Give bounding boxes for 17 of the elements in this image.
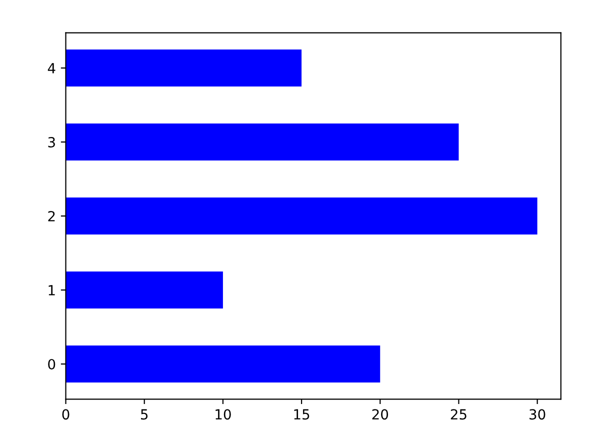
bar bbox=[66, 198, 538, 235]
x-tick-label: 25 bbox=[450, 409, 466, 420]
x-tick-label: 30 bbox=[530, 409, 546, 420]
y-tick-label: 3 bbox=[48, 136, 55, 148]
bar bbox=[66, 272, 223, 309]
y-tick-label: 2 bbox=[48, 210, 55, 222]
y-tick-label: 1 bbox=[48, 285, 55, 296]
x-tick-label: 20 bbox=[372, 409, 388, 420]
x-tick-label: 15 bbox=[294, 409, 310, 420]
x-tick-label: 0 bbox=[62, 409, 70, 420]
bar bbox=[66, 50, 302, 87]
y-tick-label: 4 bbox=[48, 63, 56, 74]
x-tick-label: 10 bbox=[216, 409, 231, 420]
x-tick-label: 5 bbox=[141, 409, 148, 420]
y-tick-label: 0 bbox=[48, 358, 56, 370]
bar bbox=[66, 124, 459, 161]
bar bbox=[66, 346, 380, 383]
